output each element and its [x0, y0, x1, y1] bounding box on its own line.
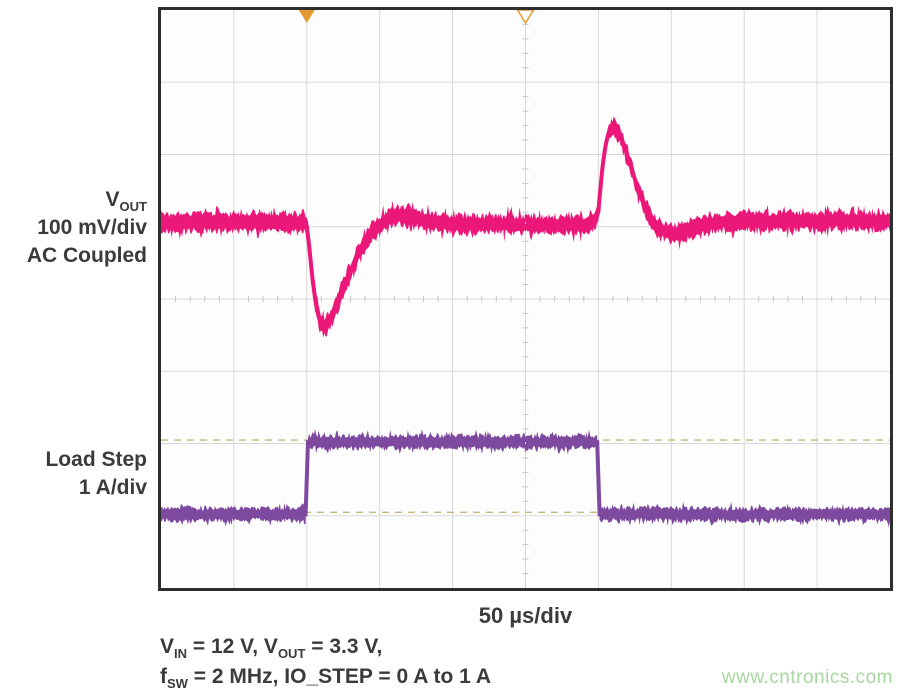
load-step-name: Load Step [45, 448, 147, 471]
vin-subscript: IN [174, 646, 188, 662]
load-step-channel-label: Load Step 1 A/div [0, 446, 147, 502]
vin-value: = 12 V, V [187, 635, 278, 658]
vout-subscript: OUT [119, 199, 147, 215]
fsw-subscript: SW [167, 676, 188, 692]
conditions-line-2: fSW = 2 MHz, IO_STEP = 0 A to 1 A [160, 662, 491, 692]
vout-channel-label: VOUT 100 mV/div AC Coupled [0, 186, 147, 270]
fsw-and-step-values: = 2 MHz, IO_STEP = 0 A to 1 A [187, 665, 492, 688]
vout-value: = 3.3 V, [305, 635, 383, 658]
conditions-line-1: VIN = 12 V, VOUT = 3.3 V, [160, 632, 491, 662]
watermark: www.cntronics.com [721, 667, 893, 688]
time-scale-label: 50 µs/div [478, 603, 573, 628]
load-step-scale-label: 1 A/div [78, 476, 147, 499]
oscilloscope-screen [158, 7, 893, 591]
vin-symbol: V [160, 635, 175, 658]
vout-subscript-2: OUT [277, 646, 306, 662]
vout-channel-name: VOUT [0, 186, 148, 215]
test-conditions: VIN = 12 V, VOUT = 3.3 V, fSW = 2 MHz, I… [160, 632, 491, 692]
vout-symbol: V [105, 188, 120, 211]
fsw-symbol: f [160, 665, 167, 688]
vout-scale-label: 100 mV/div [37, 216, 147, 239]
vout-coupling-label: AC Coupled [26, 244, 147, 267]
waveform-plot [161, 10, 890, 588]
